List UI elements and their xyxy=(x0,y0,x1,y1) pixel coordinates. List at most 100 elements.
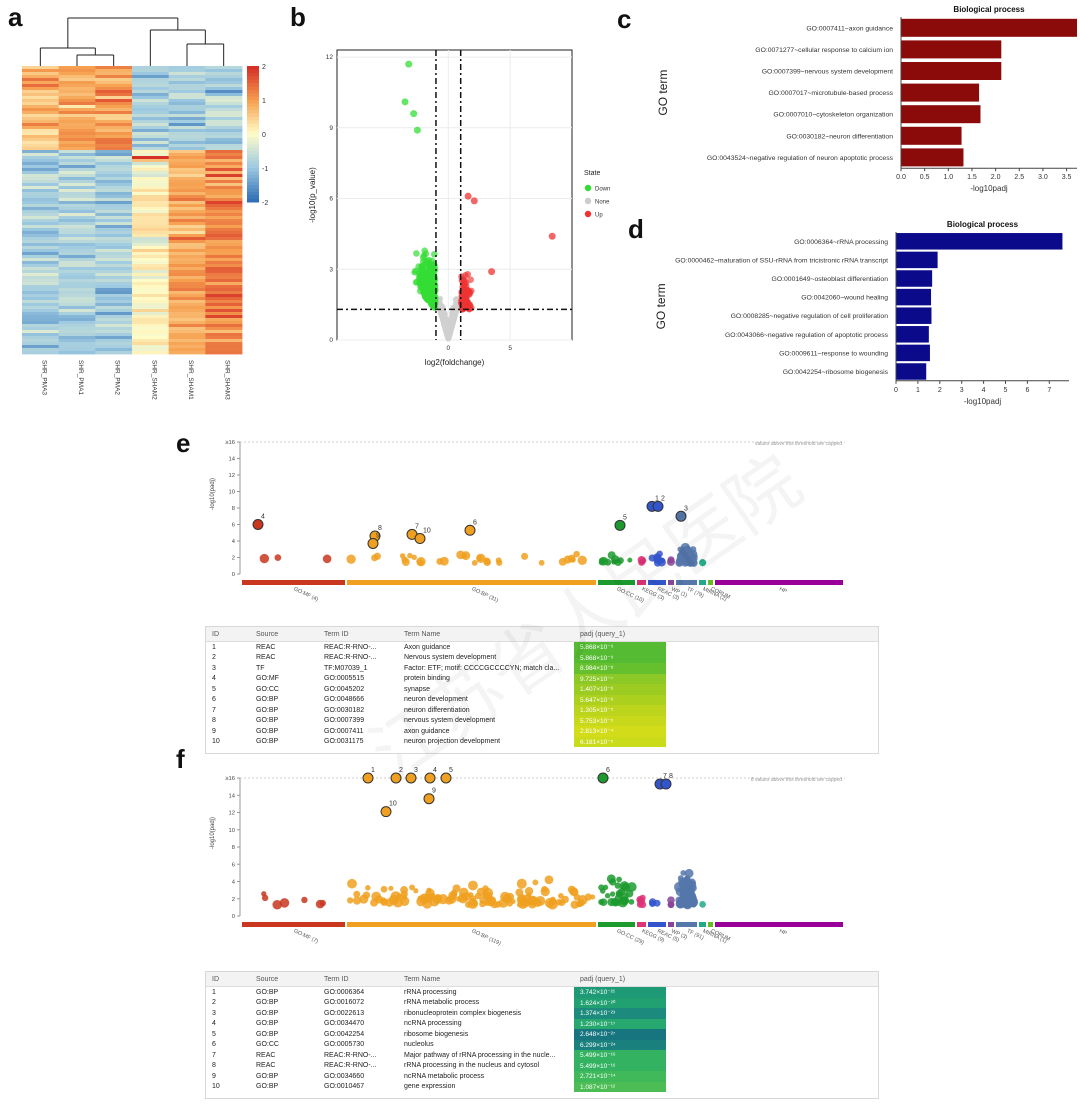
highlighted-term-id: 3 xyxy=(684,505,688,512)
table-header[interactable] xyxy=(666,627,878,642)
table-row[interactable]: 6 GO:BP GO:0048666 neuron development 5.647×… xyxy=(206,694,878,705)
heatmap-cell xyxy=(132,228,170,232)
table-header[interactable]: Source xyxy=(250,627,318,642)
colorbar-segment xyxy=(247,117,259,121)
table-row[interactable]: 1 GO:BP GO:0006364 rRNA processing 3.742×10⁻… xyxy=(206,986,878,998)
heatmap-cell xyxy=(168,234,206,238)
heatmap-cell xyxy=(168,102,206,106)
table-row[interactable]: 10 GO:BP GO:0010467 gene expression 1.087×10… xyxy=(206,1081,878,1092)
term-point xyxy=(516,878,527,889)
heatmap-cell xyxy=(58,270,96,274)
heatmap-cell xyxy=(205,288,243,292)
table-row[interactable]: 9 GO:BP GO:0007411 axon guidance 2.813×10⁻⁴ xyxy=(206,726,878,737)
heatmap-cell xyxy=(95,324,133,328)
source-bar xyxy=(715,580,843,585)
term-point xyxy=(598,559,605,566)
heatmap-cell xyxy=(22,72,60,76)
table-header[interactable]: Term Name xyxy=(398,972,574,987)
colorbar-segment xyxy=(247,185,259,189)
term-point xyxy=(479,900,486,908)
x-tick-label: 5 xyxy=(1004,387,1008,394)
heatmap-cell xyxy=(95,264,133,268)
term-point xyxy=(570,900,579,909)
heatmap-cell xyxy=(132,273,170,277)
table-row[interactable]: 6 GO:CC GO:0005730 nucleolus 6.299×10⁻²⁴ xyxy=(206,1039,878,1050)
heatmap-cell xyxy=(58,132,96,136)
heatmap-cell xyxy=(205,210,243,214)
heatmap-cell xyxy=(132,105,170,109)
heatmap-cell xyxy=(95,147,133,151)
table-row[interactable]: 3 TF TF:M07039_1 Factor: ETF; motif: CCCCGC… xyxy=(206,663,878,674)
heatmap-cell xyxy=(58,240,96,244)
heatmap-cell xyxy=(58,147,96,151)
heatmap-cell xyxy=(58,69,96,73)
table-header[interactable]: Term Name xyxy=(398,627,574,642)
heatmap-cell xyxy=(95,78,133,82)
heatmap-cell xyxy=(205,258,243,262)
table-row[interactable]: 4 GO:MF GO:0005515 protein binding 9.725×10⁻… xyxy=(206,673,878,684)
heatmap-cell xyxy=(58,165,96,169)
table-cell: 1 xyxy=(212,643,216,651)
heatmap-cell xyxy=(168,276,206,280)
heatmap-cell xyxy=(205,327,243,331)
source-bar xyxy=(668,580,674,585)
table-row[interactable]: 7 GO:BP GO:0030182 neuron differentiation 1.… xyxy=(206,705,878,716)
heatmap-cell xyxy=(95,129,133,133)
table-row[interactable]: 1 REAC REAC:R-RNO-... Axon guidance 5.868×10… xyxy=(206,641,878,653)
table-row[interactable]: 8 REAC REAC:R-RNO-... rRNA processing in th… xyxy=(206,1060,878,1071)
table-header[interactable]: ID xyxy=(206,972,250,987)
table-row[interactable]: 8 GO:BP GO:0007399 nervous system developme… xyxy=(206,715,878,726)
table-row[interactable]: 2 GO:BP GO:0016072 rRNA metabolic process 1.… xyxy=(206,997,878,1008)
heatmap-cell xyxy=(132,261,170,265)
table-cell: REAC xyxy=(256,1051,276,1059)
heatmap-cell xyxy=(205,282,243,286)
heatmap-cell xyxy=(168,255,206,259)
legend-label: Down xyxy=(595,187,610,193)
heatmap-cell xyxy=(205,162,243,166)
heatmap-cell xyxy=(132,144,170,148)
table-header[interactable]: Term ID xyxy=(318,972,398,987)
table-row[interactable]: 4 GO:BP GO:0034470 ncRNA processing 1.230×10… xyxy=(206,1018,878,1029)
table-row[interactable]: 10 GO:BP GO:0031175 neuron projection devel… xyxy=(206,736,878,747)
heatmap-cell xyxy=(132,237,170,241)
y-tick-label: 4 xyxy=(232,539,236,545)
heatmap-cell xyxy=(58,156,96,160)
heatmap-cell xyxy=(95,207,133,211)
point-up xyxy=(464,271,472,278)
heatmap-cell xyxy=(205,108,243,112)
heatmap-cell xyxy=(132,189,170,193)
bar xyxy=(896,270,933,287)
heatmap-cell xyxy=(132,117,170,121)
table-header[interactable]: Term ID xyxy=(318,627,398,642)
table-header[interactable]: padj (query_1) xyxy=(574,972,666,987)
heatmap-cell xyxy=(58,120,96,124)
table-header[interactable]: Source xyxy=(250,972,318,987)
heatmap-cell xyxy=(95,75,133,79)
table-row[interactable]: 5 GO:CC GO:0045202 synapse 1.407×10⁻⁶ xyxy=(206,684,878,695)
heatmap-cell xyxy=(58,225,96,229)
x-tick-label: 2 xyxy=(938,387,942,394)
table-header[interactable]: padj (query_1) xyxy=(574,627,666,642)
table-cell: 5 xyxy=(212,1030,216,1038)
heatmap-cell xyxy=(168,204,206,208)
point-up xyxy=(464,192,472,200)
table-row[interactable]: 3 GO:BP GO:0022613 ribonucleoprotein comple… xyxy=(206,1008,878,1019)
category-label: GO:0042254~ribosome biogenesis xyxy=(783,369,889,376)
heatmap-cell xyxy=(95,165,133,169)
table-header[interactable]: ID xyxy=(206,627,250,642)
table-row[interactable]: 2 REAC REAC:R-RNO-... Nervous system develo… xyxy=(206,652,878,664)
x-tick-label: 1 xyxy=(916,387,920,394)
heatmap-cell xyxy=(132,90,170,94)
heatmap-cell xyxy=(58,345,96,349)
heatmap-cell xyxy=(22,222,60,226)
x-tick-label: 0.5 xyxy=(920,174,930,181)
colorbar-segment xyxy=(247,130,259,135)
table-header[interactable] xyxy=(666,972,878,987)
table-row[interactable]: 9 GO:BP GO:0034660 ncRNA metabolic process 2… xyxy=(206,1071,878,1082)
highlighted-term-id: 10 xyxy=(423,528,431,535)
table-row[interactable]: 5 GO:BP GO:0042254 ribosome biogenesis 2.648… xyxy=(206,1029,878,1040)
table-cell: REAC:R-RNO-... xyxy=(324,1062,377,1070)
table-row[interactable]: 7 REAC REAC:R-RNO-... Major pathway of rRNA… xyxy=(206,1050,878,1061)
table-cell xyxy=(666,653,878,664)
heatmap-cell xyxy=(58,141,96,145)
